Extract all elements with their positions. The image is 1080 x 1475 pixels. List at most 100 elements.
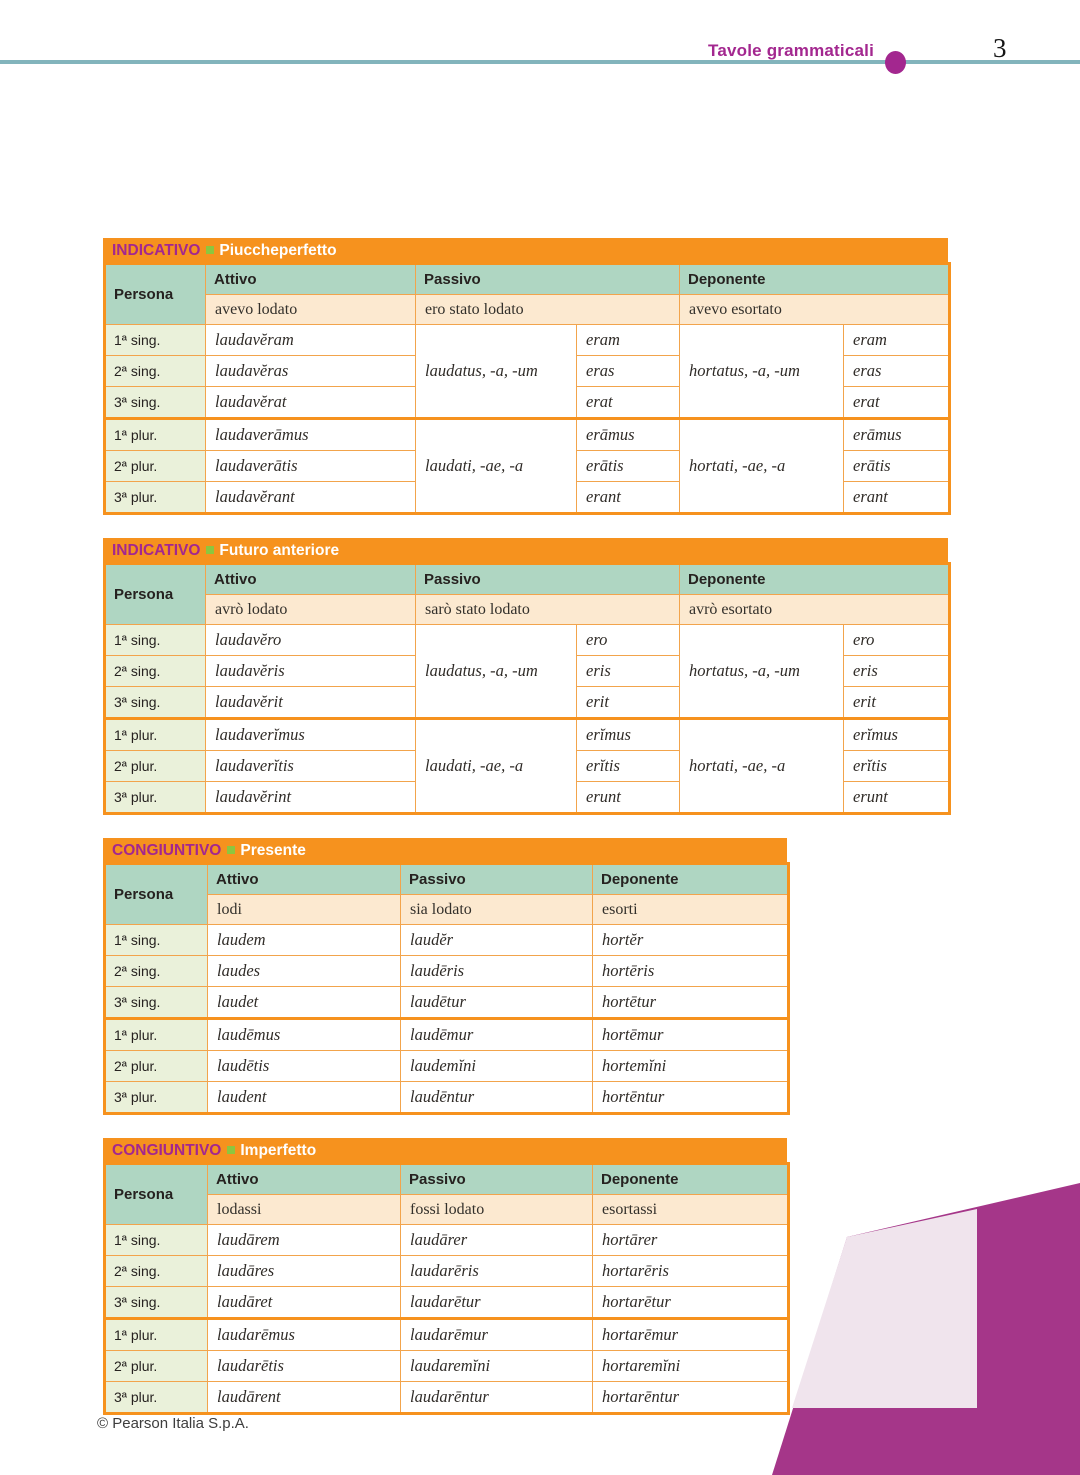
attivo-header: Attivo [205,563,416,595]
deponente-header: Deponente [592,863,789,895]
conjugation-table: Persona Attivo Passivo Deponente avevo lodat… [103,262,952,515]
persona-header: Persona [104,263,206,325]
deponente-form: hortēntur [592,1081,789,1114]
person-label: 3ª plur. [104,481,206,514]
header-rule [0,60,1080,64]
person-label: 3ª sing. [104,1286,208,1319]
deponente-aux-form: erĭtis [842,750,951,782]
attivo-translation: avrò lodato [205,594,416,625]
table-tense-label: Imperfetto [240,1142,317,1159]
person-label: 2ª plur. [104,1050,208,1082]
table-mood-label: CONGIUNTIVO [112,1142,222,1159]
deponente-translation: esortassi [592,1194,789,1225]
person-label: 1ª sing. [104,624,206,656]
attivo-form: laudētis [207,1050,401,1082]
passivo-participle: laudatus, -a, -um [415,624,577,719]
deponente-translation: avrò esortato [678,594,951,625]
table-row: 1ª sing. laudārem laudārer hortārer [104,1224,789,1256]
conjugation-table: Persona Attivo Passivo Deponente avrò lodato… [103,562,952,815]
deponente-participle: hortati, -ae, -a [679,417,844,514]
deponente-header: Deponente [592,1163,789,1195]
attivo-form: laudent [207,1081,401,1114]
attivo-form: laudarētis [207,1350,401,1382]
table-row: 2ª sing. laudavĕras eras eras [104,355,951,387]
person-label: 1ª plur. [104,1017,208,1051]
attivo-form: laudavĕras [205,355,416,387]
table-row: 3ª sing. laudāret laudarētur hortarētur [104,1286,789,1319]
table-row: 2ª sing. laudavĕris eris eris [104,655,951,687]
passivo-aux-form: erit [576,686,680,719]
person-label: 2ª plur. [104,1350,208,1382]
deponente-aux-form: eram [842,324,951,356]
page-number: 3 [993,33,1007,63]
deponente-aux-form: erant [842,481,951,514]
table-row: 2ª plur. laudarētis laudaremĭni hortaremĭni [104,1350,789,1382]
table-row: 2ª sing. laudāres laudarēris hortarēris [104,1255,789,1287]
attivo-form: laudārem [207,1224,401,1256]
person-label: 2ª plur. [104,750,206,782]
table-row: 1ª plur. laudaverāmus laudati, -ae, -a erām… [104,417,951,514]
attivo-form: laudavĕram [205,324,416,356]
table-tense-label: Presente [240,842,306,859]
person-label: 3ª plur. [104,1381,208,1414]
passivo-translation: ero stato lodato [415,294,680,325]
deponente-form: hortaremĭni [592,1350,789,1382]
deponente-aux-form: eris [842,655,951,687]
deponente-form: hortarētur [592,1286,789,1319]
person-label: 3ª plur. [104,781,206,814]
passivo-form: laudēntur [400,1081,593,1114]
table-row: 1ª sing. laudem laudĕr hortĕr [104,924,789,956]
table-mood-label: CONGIUNTIVO [112,842,222,859]
table-row: 2ª plur. laudaverĭtis erĭtis erĭtis [104,750,951,782]
deponente-aux-form: erātis [842,450,951,482]
passivo-aux-form: erāmus [576,417,680,451]
table-row: 1ª sing. laudavĕro laudatus, -a, -um ero hor… [104,624,951,719]
bullet-square-icon [206,246,215,255]
running-head-title: Tavole grammaticali [708,41,874,60]
person-label: 2ª sing. [104,655,206,687]
person-label: 1ª sing. [104,324,206,356]
deponente-form: hortarēntur [592,1381,789,1414]
table-tense-label: Piuccheperfetto [219,242,337,259]
passivo-participle: laudatus, -a, -um [415,324,577,419]
passivo-aux-form: eras [576,355,680,387]
attivo-form: laudavĕrint [205,781,416,814]
table-mood-label: INDICATIVO [112,542,201,559]
deponente-participle: hortati, -ae, -a [679,717,844,814]
attivo-form: laudaverĭmus [205,717,416,751]
deponente-form: hortemĭni [592,1050,789,1082]
passivo-form: laudarēmur [400,1317,593,1351]
table-row: 3ª sing. laudavĕrit erit erit [104,686,951,719]
attivo-form: laudārent [207,1381,401,1414]
copyright: © Pearson Italia S.p.A. [97,1415,249,1432]
table-congiuntivo-presente: CONGIUNTIVO Presente Persona Attivo Passivo… [103,838,790,1115]
table-mood-label: INDICATIVO [112,242,201,259]
table-row: 3ª sing. laudet laudētur hortētur [104,986,789,1019]
person-label: 1ª plur. [104,417,206,451]
deponente-header: Deponente [678,563,951,595]
table-title-bar: CONGIUNTIVO Imperfetto [103,1138,787,1162]
deponente-aux-form: erunt [842,781,951,814]
passivo-aux-form: ero [576,624,680,656]
attivo-header: Attivo [207,1163,401,1195]
deponente-translation: avevo esortato [678,294,951,325]
passivo-form: laudētur [400,986,593,1019]
passivo-translation: sarò stato lodato [415,594,680,625]
deponente-form: hortarēris [592,1255,789,1287]
attivo-header: Attivo [207,863,401,895]
table-row: 2ª sing. laudes laudēris hortēris [104,955,789,987]
passivo-header: Passivo [400,1163,593,1195]
deponente-aux-form: erit [842,686,951,719]
passivo-form: laudemĭni [400,1050,593,1082]
attivo-form: laudet [207,986,401,1019]
attivo-form: laudavĕrat [205,386,416,419]
passivo-header: Passivo [400,863,593,895]
attivo-form: laudavĕrit [205,686,416,719]
deponente-aux-form: erāmus [842,417,951,451]
passivo-header: Passivo [415,263,680,295]
conjugation-table: Persona Attivo Passivo Deponente lodi sia lod… [103,862,790,1115]
person-label: 1ª sing. [104,924,208,956]
deponente-aux-form: erĭmus [842,717,951,751]
attivo-translation: avevo lodato [205,294,416,325]
